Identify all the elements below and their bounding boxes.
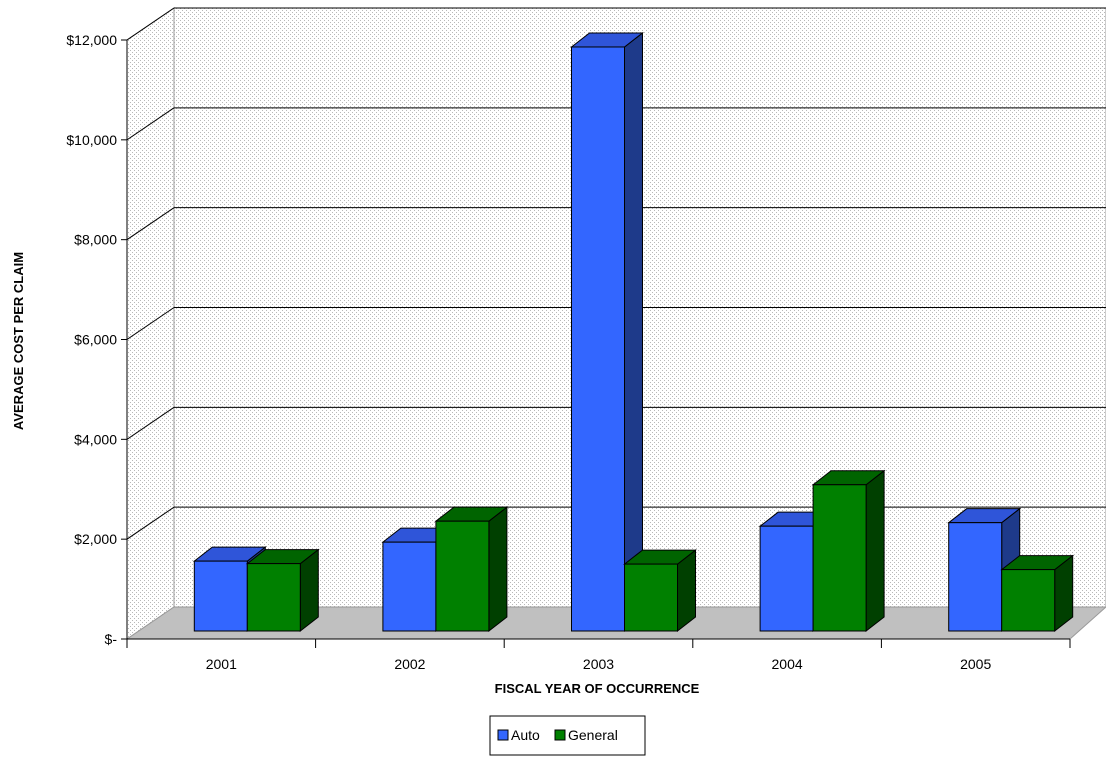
bar-general-2001 — [245, 548, 320, 633]
y-axis: $- $2,000 $4,000 $6,000 $8,000 $10,000 $12,000 — [66, 32, 128, 647]
legend-items: Auto General — [497, 727, 618, 743]
bar-general-2002 — [434, 506, 509, 633]
bar-front — [812, 484, 867, 632]
bar-side — [865, 469, 885, 633]
gridline-side — [126, 207, 175, 241]
y-tick-label: $2,000 — [74, 531, 117, 547]
bar-front — [1001, 569, 1056, 632]
bars — [192, 31, 1075, 633]
y-tick-label: $4,000 — [74, 431, 117, 447]
y-tick-label: $10,000 — [66, 132, 117, 148]
y-tick-label: $8,000 — [74, 232, 117, 248]
bar-side — [624, 31, 643, 633]
legend-item-general: General — [554, 727, 618, 743]
gridline-side — [126, 107, 175, 141]
bar-front — [435, 520, 490, 632]
x-tick-label: 2004 — [772, 656, 803, 672]
legend-box — [489, 715, 646, 756]
y-tick-label: $6,000 — [74, 332, 117, 348]
bar-side — [488, 506, 508, 633]
bar-front — [571, 46, 625, 632]
gridline-side — [126, 7, 175, 41]
legend-item-auto: Auto — [497, 727, 540, 743]
legend-swatch — [554, 729, 566, 741]
x-tick-label: 2001 — [206, 656, 237, 672]
y-tick-label: $12,000 — [66, 32, 117, 48]
legend-label: General — [568, 727, 618, 743]
bar-general-2004 — [811, 469, 886, 633]
gridline-side — [126, 506, 175, 540]
x-axis-title: FISCAL YEAR OF OCCURRENCE — [495, 681, 700, 696]
y-tick-label: $- — [105, 631, 118, 647]
legend: Auto General — [489, 715, 646, 756]
bar-front — [624, 563, 678, 632]
bar-front — [193, 560, 248, 632]
bar-front — [246, 563, 301, 632]
gridline-side — [126, 406, 175, 440]
bar-general-2003 — [623, 549, 697, 633]
x-tick-label: 2003 — [583, 656, 614, 672]
bar-front — [759, 525, 814, 632]
y-axis-title: AVERAGE COST PER CLAIM — [11, 252, 26, 430]
x-axis: 2001 2002 2003 2004 2005 — [126, 638, 1071, 672]
legend-label: Auto — [511, 727, 540, 743]
gridline-side — [126, 307, 175, 340]
x-tick-label: 2002 — [394, 656, 425, 672]
bar-general-2005 — [1000, 554, 1075, 633]
bar-auto-2003 — [570, 31, 644, 633]
x-tick-label: 2005 — [960, 656, 991, 672]
bar-front — [948, 522, 1003, 632]
bar-front — [382, 541, 437, 632]
legend-swatch — [497, 729, 509, 741]
